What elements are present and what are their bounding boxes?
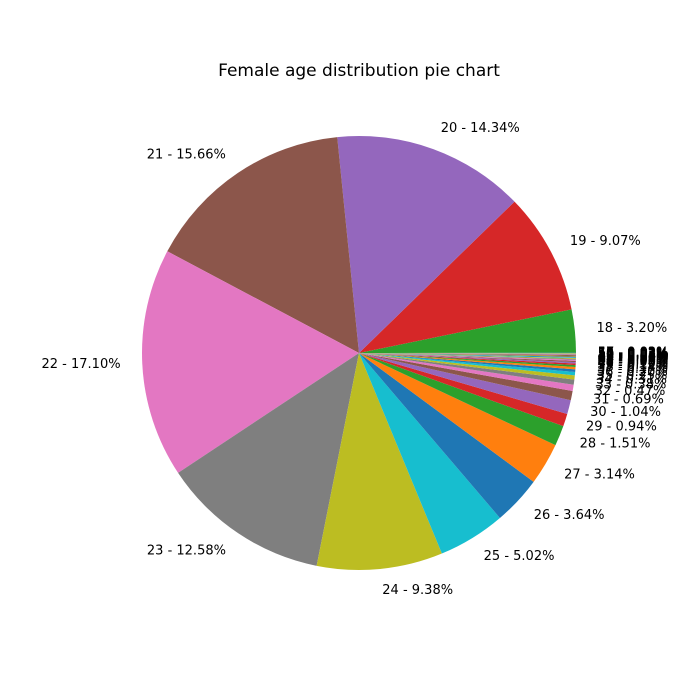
slice-label: 44 - 0.06%	[598, 351, 669, 366]
pie-slice	[142, 251, 359, 473]
slice-label: 20 - 14.34%	[441, 121, 520, 136]
slice-label: 21 - 15.66%	[147, 147, 226, 162]
slice-label: 53 - 0.02%	[598, 347, 669, 362]
pie-slice	[359, 353, 576, 359]
pie-slice	[359, 353, 576, 355]
pie-slice	[359, 353, 576, 355]
slice-label: 55 - 0.02%	[598, 346, 669, 361]
slice-label: 52 - 0.02%	[598, 347, 669, 362]
pie-slice	[359, 353, 576, 354]
pie-slice	[359, 353, 556, 482]
slice-label: 29 - 0.94%	[586, 419, 657, 434]
slice-label: 27 - 3.14%	[564, 468, 635, 483]
slice-label: 51 - 0.03%	[598, 347, 669, 362]
pie-slice	[359, 353, 576, 360]
pie-slice	[359, 353, 576, 366]
pie-slice	[359, 353, 576, 356]
pie-slice	[359, 353, 576, 373]
slice-label: 45 - 0.05%	[598, 351, 669, 366]
pie-slice	[359, 353, 564, 446]
pie-slice	[359, 353, 576, 361]
pie-slice	[316, 353, 442, 570]
pie-slice	[359, 353, 576, 364]
slice-label: 57 - 0.01%	[598, 346, 669, 361]
slice-label: 30 - 1.04%	[590, 405, 661, 420]
pie-slice	[359, 353, 576, 370]
slice-label: 28 - 1.51%	[580, 437, 651, 452]
pie-slice	[359, 353, 575, 385]
slice-label: 24 - 9.38%	[382, 583, 453, 598]
pie-slice	[359, 353, 574, 392]
pie-slice	[359, 201, 572, 353]
slice-label: 17 - 0.03%	[598, 345, 669, 360]
pie-slice	[178, 353, 359, 566]
slice-label: 46 - 0.05%	[598, 350, 669, 365]
slice-label: 56 - 0.01%	[598, 346, 669, 361]
slice-label: 35 - 0.25%	[597, 368, 668, 383]
slice-label: 18 - 3.20%	[596, 321, 667, 336]
pie-slice	[359, 353, 575, 380]
pie-labels: 17 - 0.03% 18 - 3.20% 19 - 9.07% 20 - 14.34…	[42, 121, 669, 598]
slice-label: 26 - 3.64%	[534, 508, 605, 523]
chart-title: Female age distribution pie chart	[218, 61, 500, 81]
pie-slice	[359, 353, 534, 519]
slice-label: 31 - 0.69%	[593, 392, 664, 407]
pie-slice	[359, 353, 576, 363]
slice-label: 47 - 0.04%	[598, 349, 669, 364]
pie-slice	[359, 353, 576, 357]
pie-slice	[167, 137, 359, 353]
slice-label: 19 - 9.07%	[570, 234, 641, 249]
pie-slice	[359, 353, 576, 376]
slice-label: 38 - 0.14%	[597, 360, 668, 375]
slice-label: 36 - 0.20%	[597, 365, 668, 380]
slice-label: 40 - 0.10%	[597, 356, 668, 371]
pie-slice	[359, 309, 576, 353]
slice-label: 49 - 0.03%	[598, 348, 669, 363]
slice-label: 43 - 0.07%	[598, 352, 669, 367]
slice-label: 42 - 0.08%	[598, 354, 669, 369]
slice-label: 23 - 12.58%	[147, 544, 226, 559]
slice-label: 37 - 0.17%	[597, 362, 668, 377]
pie-slice	[359, 353, 576, 356]
pie-slice	[359, 353, 573, 401]
slice-label: 41 - 0.09%	[598, 355, 669, 370]
slice-label: 22 - 17.10%	[42, 357, 121, 372]
slice-label: 32 - 0.47%	[595, 384, 666, 399]
pie-slice	[359, 353, 576, 354]
pie-slice	[359, 353, 576, 358]
slice-label: 54 - 0.02%	[598, 346, 669, 361]
pie-slice	[359, 353, 576, 357]
pie-slice	[337, 136, 515, 353]
pie-slice	[359, 353, 500, 554]
slice-label: 39 - 0.12%	[597, 358, 668, 373]
pie-slice	[359, 353, 568, 427]
pie-slice	[359, 353, 576, 355]
slice-label: 25 - 5.02%	[484, 549, 555, 564]
slice-label: 34 - 0.31%	[596, 372, 667, 387]
pie-slice	[359, 353, 571, 414]
pie-slice	[359, 353, 576, 368]
pie-slice	[359, 353, 576, 359]
slice-label: 33 - 0.38%	[596, 378, 667, 393]
slice-label: 48 - 0.04%	[598, 349, 669, 364]
pie-slices	[142, 136, 576, 570]
slice-label: 50 - 0.03%	[598, 348, 669, 363]
